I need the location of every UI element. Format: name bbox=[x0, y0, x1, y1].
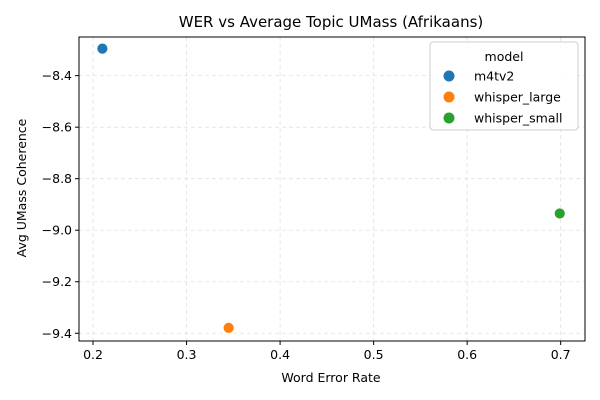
y-tick-label: −8.4 bbox=[42, 68, 72, 83]
data-point-m4tv2 bbox=[96, 42, 109, 55]
y-tick-label: −8.8 bbox=[42, 171, 72, 186]
y-tick-label: −9.2 bbox=[42, 274, 72, 289]
x-axis-label: Word Error Rate bbox=[281, 370, 381, 385]
y-axis-label: Avg UMass Coherence bbox=[14, 118, 29, 257]
legend-label-m4tv2: m4tv2 bbox=[474, 69, 514, 84]
chart-title: WER vs Average Topic UMass (Afrikaans) bbox=[179, 13, 484, 31]
legend-box bbox=[429, 41, 579, 131]
legend-marker-whisper-small bbox=[443, 112, 455, 124]
x-tick-label: 0.3 bbox=[177, 347, 197, 362]
x-tick-label: 0.6 bbox=[457, 347, 477, 362]
legend-entries: m4tv2 whisper_large whisper_small bbox=[443, 69, 562, 126]
y-axis-ticks: −8.4 −8.6 −8.8 −9.0 −9.2 −9.4 bbox=[42, 68, 79, 341]
x-axis-ticks: 0.2 0.3 0.4 0.5 0.6 0.7 bbox=[83, 341, 571, 362]
legend-label-whisper-large: whisper_large bbox=[474, 90, 561, 105]
legend-marker-whisper-large bbox=[443, 91, 455, 103]
x-tick-label: 0.2 bbox=[83, 347, 103, 362]
y-tick-label: −9.4 bbox=[42, 326, 72, 341]
legend-title: model bbox=[485, 49, 524, 64]
data-points bbox=[96, 42, 566, 334]
legend: model m4tv2 whisper_large whisper_small bbox=[429, 41, 579, 131]
data-point-whisper-large bbox=[222, 321, 235, 334]
plot-frame bbox=[78, 36, 586, 342]
grid bbox=[79, 37, 585, 341]
legend-label-whisper-small: whisper_small bbox=[474, 111, 562, 126]
legend-marker-m4tv2 bbox=[443, 70, 455, 82]
x-tick-label: 0.4 bbox=[270, 347, 290, 362]
y-tick-label: −8.6 bbox=[42, 120, 72, 135]
x-tick-label: 0.5 bbox=[364, 347, 384, 362]
data-point-whisper-small bbox=[553, 207, 566, 220]
x-tick-label: 0.7 bbox=[551, 347, 571, 362]
y-tick-label: −9.0 bbox=[42, 223, 72, 238]
